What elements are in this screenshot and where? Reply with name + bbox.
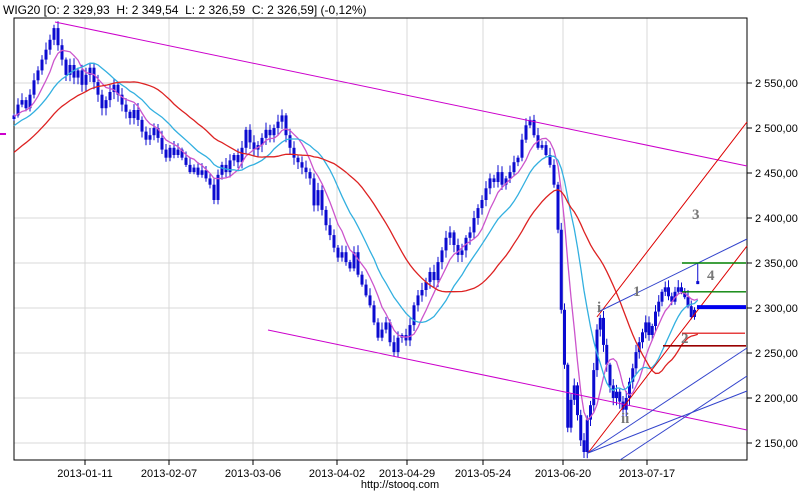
y-axis-label: 2 350,00 xyxy=(755,258,798,270)
red-fan-lower xyxy=(587,245,748,454)
blue-fan-3 xyxy=(619,375,748,461)
x-axis-label: 2013-07-17 xyxy=(619,468,675,480)
red-fan-upper xyxy=(596,121,748,318)
y-axis-label: 2 200,00 xyxy=(755,393,798,405)
ma-fast-line xyxy=(13,49,699,422)
x-axis-label: 2013-01-11 xyxy=(57,468,112,480)
down-channel-upper xyxy=(54,21,748,167)
stooq-link[interactable]: http://stooq.com xyxy=(360,479,440,491)
x-axis-label: 2013-04-29 xyxy=(379,468,435,480)
x-axis-label: 2013-06-20 xyxy=(535,468,591,480)
ma-slow-line xyxy=(13,81,699,375)
y-axis-label: 2 450,00 xyxy=(755,168,798,180)
wave-label-i: i xyxy=(597,300,601,316)
blue-fan-2 xyxy=(587,390,748,454)
wave-label-2: 2 xyxy=(681,331,689,347)
y-axis-label: 2 150,00 xyxy=(755,438,798,450)
y-axis-label: 2 400,00 xyxy=(755,213,798,225)
plot-frame xyxy=(13,17,748,461)
chart-title: WIG20 [O: 2 329,93 H: 2 349,54 L: 2 326,… xyxy=(3,3,367,17)
x-axis-label: 2013-04-02 xyxy=(309,468,365,480)
x-axis-label: 2013-02-07 xyxy=(141,468,197,480)
down-channel-lower xyxy=(267,329,748,431)
ma-medium-line xyxy=(13,62,699,392)
y-axis-label: 2 500,00 xyxy=(755,123,798,135)
footer: http://stooq.com xyxy=(0,479,800,491)
y-axis-label: 2 300,00 xyxy=(755,303,798,315)
y-axis-label: 2 550,00 xyxy=(755,78,798,90)
wave-label-ii: ii xyxy=(621,411,629,427)
blue-resistance xyxy=(597,238,748,313)
blue-fan-1 xyxy=(587,347,748,454)
wave-label-3: 3 xyxy=(692,207,700,223)
price-bars xyxy=(12,21,700,459)
wave-label-1: 1 xyxy=(633,284,641,300)
x-axis-label: 2013-03-06 xyxy=(225,468,281,480)
y-axis-label: 2 250,00 xyxy=(755,348,798,360)
wave-label-4: 4 xyxy=(707,268,715,284)
x-axis-label: 2013-05-24 xyxy=(455,468,511,480)
